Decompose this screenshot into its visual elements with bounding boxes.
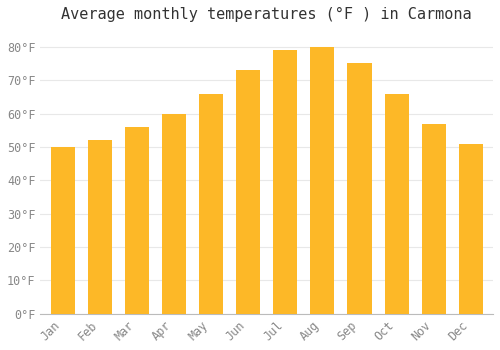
Bar [422,124,446,314]
Bar [50,147,74,314]
Bar [236,70,260,314]
Bar [348,63,372,314]
Bar [124,127,149,314]
Bar [88,140,112,314]
Bar [458,144,483,314]
Bar [199,93,223,314]
Bar [162,113,186,314]
Bar [273,50,297,314]
Bar [310,47,334,314]
Title: Average monthly temperatures (°F ) in Carmona: Average monthly temperatures (°F ) in Ca… [62,7,472,22]
Bar [384,93,408,314]
